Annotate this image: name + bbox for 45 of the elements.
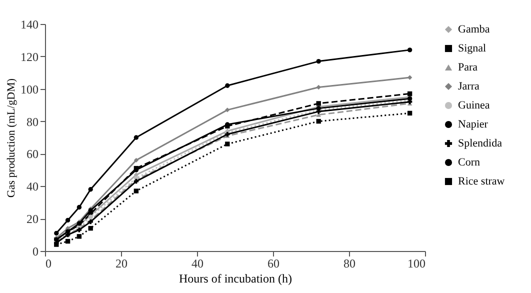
x-tick-label: 20 bbox=[116, 256, 128, 270]
y-tick-label: 100 bbox=[20, 82, 38, 96]
point bbox=[225, 83, 230, 88]
point bbox=[65, 218, 70, 223]
x-tick-label: 0 bbox=[46, 256, 52, 270]
point bbox=[316, 58, 321, 64]
point bbox=[316, 118, 321, 124]
point bbox=[134, 188, 139, 194]
y-tick-label: 20 bbox=[26, 212, 38, 226]
y-tick-label: 120 bbox=[20, 50, 38, 64]
x-tick-label: 100 bbox=[408, 256, 426, 270]
legend-label: Jarra bbox=[458, 80, 480, 92]
legend-label: Para bbox=[458, 62, 478, 74]
point bbox=[134, 158, 139, 163]
point bbox=[76, 204, 82, 210]
point bbox=[316, 84, 321, 90]
x-axis-title: Hours of incubation (h) bbox=[179, 272, 292, 286]
point bbox=[407, 110, 412, 116]
y-tick-label: 140 bbox=[20, 18, 38, 32]
x-tick-label: 40 bbox=[192, 256, 204, 270]
y-tick-label: 40 bbox=[26, 180, 38, 194]
y-tick-label: 60 bbox=[26, 147, 38, 162]
point bbox=[65, 238, 70, 244]
point bbox=[76, 234, 82, 239]
point bbox=[225, 142, 230, 146]
point bbox=[316, 101, 321, 106]
legend-label: Corn bbox=[458, 156, 480, 168]
legend-label: Gamba bbox=[458, 24, 490, 36]
point bbox=[225, 108, 230, 112]
y-tick-label: 0 bbox=[32, 244, 38, 258]
y-axis-title: Gas production (mL/gDM) bbox=[6, 78, 18, 198]
y-tick-label: 80 bbox=[26, 114, 38, 129]
legend-label: Rice straw bbox=[458, 176, 505, 188]
legend-label: Splendida bbox=[458, 138, 502, 150]
x-tick-label: 60 bbox=[268, 256, 280, 270]
x-tick-label: 80 bbox=[344, 256, 356, 270]
point bbox=[88, 226, 93, 231]
point bbox=[407, 91, 412, 96]
point bbox=[88, 187, 93, 192]
point bbox=[407, 48, 412, 52]
legend-label: Guinea bbox=[458, 100, 490, 112]
point bbox=[134, 135, 139, 140]
legend-label: Napier bbox=[458, 118, 488, 130]
legend-label: Signal bbox=[458, 42, 486, 54]
point bbox=[54, 230, 59, 236]
